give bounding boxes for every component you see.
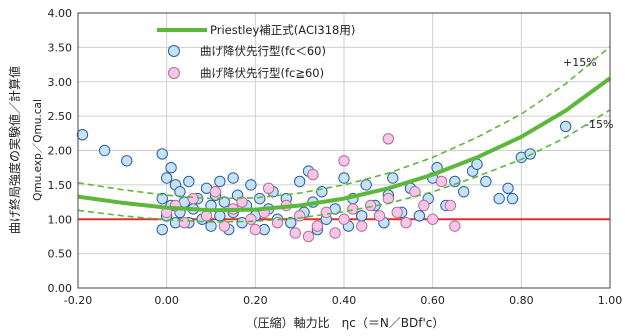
point-fc-ge60: [449, 220, 461, 232]
point-fc-lt60: [458, 186, 470, 198]
point-fc-lt60: [293, 175, 306, 188]
tick-labels: 0.00 0.50 1.00 1.50 2.00 2.50 3.00 3.50 4.00 -0.2…: [48, 7, 623, 307]
point-fc-ge60: [218, 220, 231, 232]
point-fc-lt60: [165, 161, 177, 174]
point-fc-lt60: [506, 192, 519, 205]
point-fc-lt60: [524, 148, 536, 160]
point-fc-lt60: [76, 128, 89, 141]
point-fc-ge60: [209, 186, 222, 198]
legend-fc-ge60-label: 曲げ降伏先行型(fc≧60): [200, 66, 324, 80]
legend-fc-lt60-marker: [168, 45, 180, 57]
y-tick-label: 0.00: [48, 282, 73, 295]
x-tick-label: 0.00: [154, 294, 179, 307]
data-points-layer: [76, 120, 572, 243]
point-fc-ge60: [435, 175, 448, 188]
point-fc-lt60: [121, 155, 133, 167]
point-fc-lt60: [245, 179, 257, 191]
point-fc-ge60: [293, 210, 306, 222]
point-fc-ge60: [382, 133, 395, 145]
point-fc-ge60: [418, 199, 430, 212]
point-fc-ge60: [187, 192, 199, 205]
point-fc-ge60: [338, 213, 350, 225]
plot-frame: [77, 12, 611, 289]
point-fc-ge60: [262, 182, 275, 195]
x-tick-label: 0.60: [420, 294, 445, 307]
point-fc-lt60: [360, 179, 372, 191]
point-fc-ge60: [373, 210, 386, 222]
priestley-curve: [77, 76, 612, 213]
x-tick-label: -0.20: [64, 294, 92, 307]
point-fc-lt60: [254, 192, 266, 205]
curve-layer: [77, 46, 612, 223]
legend: Priestley補正式(ACI318用) 曲げ降伏先行型(fc＜60) 曲げ降…: [157, 23, 355, 80]
point-fc-lt60: [502, 182, 514, 195]
point-fc-lt60: [156, 223, 168, 236]
point-fc-lt60: [205, 220, 217, 232]
point-fc-lt60: [98, 144, 111, 157]
point-fc-ge60: [178, 216, 191, 229]
point-fc-lt60: [156, 148, 168, 160]
legend-fc-lt60-label: 曲げ降伏先行型(fc＜60): [200, 44, 326, 58]
point-fc-ge60: [289, 227, 301, 239]
y-tick-label: 3.50: [48, 41, 73, 54]
point-fc-lt60: [227, 172, 239, 184]
point-fc-ge60: [245, 213, 257, 225]
point-fc-ge60: [311, 220, 324, 232]
point-fc-ge60: [400, 216, 412, 229]
point-fc-lt60: [387, 172, 399, 184]
point-fc-lt60: [449, 175, 461, 188]
point-fc-lt60: [316, 186, 328, 198]
point-fc-ge60: [329, 227, 341, 239]
point-fc-ge60: [356, 220, 368, 232]
point-fc-ge60: [320, 206, 332, 219]
point-fc-lt60: [338, 172, 350, 184]
point-fc-lt60: [218, 196, 231, 208]
x-axis-title: （圧縮）軸力比 ηc（＝N／BDf'c）: [246, 315, 445, 330]
y-tick-label: 2.00: [48, 145, 73, 158]
point-fc-lt60: [493, 192, 505, 205]
point-fc-lt60: [356, 210, 368, 222]
point-fc-ge60: [302, 230, 315, 243]
point-fc-ge60: [307, 168, 319, 181]
point-fc-ge60: [426, 213, 439, 225]
lower-band-curve: [77, 109, 611, 223]
x-tick-label: 0.20: [243, 294, 268, 307]
x-tick-label: 0.40: [332, 294, 357, 307]
point-fc-ge60: [409, 186, 421, 198]
point-fc-ge60: [364, 199, 377, 212]
point-fc-ge60: [444, 199, 457, 212]
annotation-plus-15: +15%: [563, 56, 597, 69]
point-fc-ge60: [347, 203, 359, 215]
y-tick-label: 4.00: [48, 7, 73, 20]
y-axis-title: 曲げ終局強度の実験値／計算値: [7, 66, 22, 234]
point-fc-lt60: [214, 175, 226, 188]
x-tick-label: 1.00: [598, 294, 623, 307]
y-tick-label: 3.00: [48, 76, 73, 89]
point-fc-ge60: [249, 223, 262, 236]
y-tick-label: 2.50: [48, 110, 73, 123]
point-fc-lt60: [285, 216, 297, 229]
point-fc-lt60: [413, 210, 426, 222]
point-fc-ge60: [338, 155, 350, 167]
point-fc-lt60: [160, 172, 173, 184]
y-axis-subtitle: Qmu.exp／Qmu.cal: [32, 99, 44, 201]
point-fc-ge60: [391, 206, 403, 219]
point-fc-lt60: [559, 120, 572, 133]
point-fc-lt60: [174, 186, 186, 198]
y-tick-label: 1.00: [48, 213, 73, 226]
legend-fc-ge60-marker: [168, 67, 180, 79]
point-fc-lt60: [183, 175, 195, 188]
legend-curve-label: Priestley補正式(ACI318用): [210, 23, 355, 37]
point-fc-ge60: [382, 192, 395, 205]
annotation-minus-15: -15%: [585, 118, 613, 131]
y-tick-label: 1.50: [48, 179, 73, 192]
point-fc-lt60: [480, 175, 492, 188]
point-fc-lt60: [156, 192, 168, 205]
point-fc-ge60: [236, 196, 248, 208]
y-tick-label: 0.50: [48, 248, 73, 261]
x-tick-label: 0.80: [509, 294, 534, 307]
